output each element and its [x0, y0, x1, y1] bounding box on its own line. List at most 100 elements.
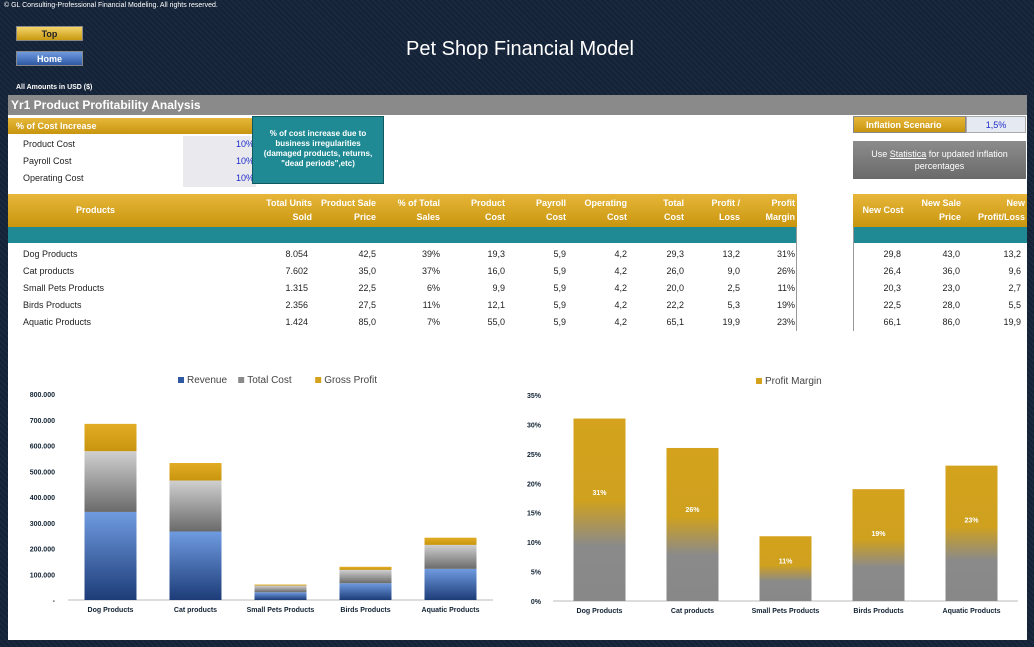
side-table-row: 22,5 28,0 5,5	[8, 297, 1027, 314]
side-table-cell: 43,0	[942, 249, 960, 259]
bar-total-cost	[169, 480, 222, 532]
table-cell: 29,3	[666, 249, 684, 259]
legend-label: Revenue	[187, 375, 227, 386]
table-cell: 19,3	[487, 249, 505, 259]
table-cell: 2.356	[285, 300, 308, 310]
table-cell: 4,2	[614, 249, 627, 259]
table-cell: 4,2	[614, 300, 627, 310]
table-cell: 11%	[422, 300, 440, 310]
inflation-note-suffix: for updated inflation percentages	[914, 149, 1008, 171]
home-button[interactable]: Home	[16, 51, 83, 66]
table-cell: 22,2	[666, 300, 684, 310]
table-cell: 5,9	[553, 300, 566, 310]
section-title: Yr1 Product Profitability Analysis	[8, 95, 1027, 115]
side-table-cell: 2,7	[1008, 283, 1021, 293]
bar-gross-profit	[424, 537, 477, 545]
page-title: Pet Shop Financial Model	[406, 38, 634, 60]
table-cell: 9,0	[727, 266, 740, 276]
table-cell: 4,2	[614, 266, 627, 276]
side-table-cell: 5,5	[1008, 300, 1021, 310]
legend-swatch	[178, 377, 184, 383]
table-cell: 6%	[426, 283, 440, 293]
product-cost-input[interactable]: 10%	[183, 136, 256, 153]
legend-swatch	[238, 377, 245, 383]
data-label: 31%	[592, 490, 607, 497]
table-cell: 27,5	[358, 300, 376, 310]
cost-row-payroll: Payroll Cost 10%	[8, 153, 256, 170]
col-header-products: Products	[75, 205, 115, 215]
product-name-cell: Dog Products	[23, 249, 78, 259]
side-table-cell: 28,0	[942, 300, 960, 310]
y-tick-label: 30%	[527, 422, 542, 429]
table-cell: 1.424	[285, 317, 308, 327]
bar-total-cost	[254, 585, 307, 593]
table-cell: 31%	[776, 249, 795, 259]
payroll-cost-input[interactable]: 10%	[183, 153, 256, 170]
table-cell: 5,9	[553, 266, 566, 276]
currency-note: All Amounts in USD ($)	[16, 84, 93, 91]
cost-label: Payroll Cost	[23, 156, 72, 166]
legend-label: Total Cost	[247, 375, 292, 386]
statistica-link[interactable]: Statistica	[889, 149, 927, 159]
x-tick-label: Cat products	[671, 608, 714, 615]
col-header-new-cost: New Cost	[862, 205, 904, 215]
table-cell: 7%	[426, 317, 440, 327]
bar-profit-margin	[945, 465, 998, 601]
col-header-profit-margin: Profit Margin	[765, 198, 795, 222]
legend-swatch	[756, 378, 762, 384]
y-tick-label: 700.000	[30, 418, 55, 425]
bar-total-cost	[339, 569, 392, 584]
cost-increase-note: % of cost increase due to business irreg…	[252, 116, 384, 184]
table-cell: 7.602	[285, 266, 308, 276]
bar-gross-profit	[339, 566, 392, 570]
table-cell: 13,2	[722, 249, 740, 259]
table-cell: 4,2	[614, 283, 627, 293]
side-table-cell: 29,8	[883, 249, 901, 259]
bar-gross-profit	[84, 423, 137, 452]
table-cell: 5,9	[553, 283, 566, 293]
side-table-cell: 9,6	[1008, 266, 1021, 276]
table-cell: 12,1	[487, 300, 505, 310]
inflation-note-prefix: Use	[871, 149, 890, 159]
product-name-cell: Birds Products	[23, 300, 82, 310]
bar-profit-margin	[573, 418, 626, 601]
x-tick-label: Dog Products	[577, 608, 623, 615]
y-tick-label: 200.000	[30, 547, 55, 554]
y-tick-label: 20%	[527, 481, 542, 488]
bar-revenue	[339, 583, 392, 600]
table-cell: 23%	[776, 317, 795, 327]
bar-profit-margin	[666, 447, 719, 601]
cost-row-operating: Operating Cost 10%	[8, 170, 256, 187]
side-table-row: 26,4 36,0 9,6	[8, 263, 1027, 280]
profit-margin-chart: 0% 5% 10% 15% 20% 25% 30% 35% 31% Dog Products 26%…	[527, 376, 1018, 615]
inflation-scenario-input[interactable]: 1,5%	[966, 116, 1026, 133]
x-tick-label: Dog Products	[88, 607, 134, 614]
bar-revenue	[254, 592, 307, 600]
cost-label: Product Cost	[23, 139, 76, 149]
product-name-cell: Aquatic Products	[23, 317, 92, 327]
bar-revenue	[424, 568, 477, 600]
product-name-cell: Small Pets Products	[23, 283, 105, 293]
side-table-row: 66,1 86,0 19,9	[8, 314, 1027, 331]
y-tick-label: 15%	[527, 511, 542, 518]
x-tick-label: Small Pets Products	[752, 608, 820, 615]
bar-revenue	[169, 531, 222, 600]
table-cell: 20,0	[666, 283, 684, 293]
operating-cost-input[interactable]: 10%	[183, 170, 256, 187]
col-header-new-profit: New Profit/Loss	[977, 198, 1025, 222]
analysis-panel: Yr1 Product Profitability Analysis % of …	[8, 95, 1027, 640]
x-tick-label: Cat products	[174, 607, 217, 614]
x-tick-label: Birds Products	[853, 608, 903, 615]
side-table-cell: 66,1	[883, 317, 901, 327]
side-table-band	[853, 227, 1027, 243]
side-table-cell: 26,4	[883, 266, 901, 276]
bar-profit-margin	[852, 489, 905, 601]
y-tick-label: 5%	[531, 570, 542, 577]
table-cell: 22,5	[358, 283, 376, 293]
table-cell: 26,0	[666, 266, 684, 276]
top-button[interactable]: Top	[16, 26, 83, 41]
bar-total-cost	[84, 451, 137, 512]
col-header-total-cost: Total Cost	[663, 198, 684, 222]
table-cell: 39%	[421, 249, 440, 259]
col-header-payroll-cost: Payroll Cost	[535, 198, 566, 222]
